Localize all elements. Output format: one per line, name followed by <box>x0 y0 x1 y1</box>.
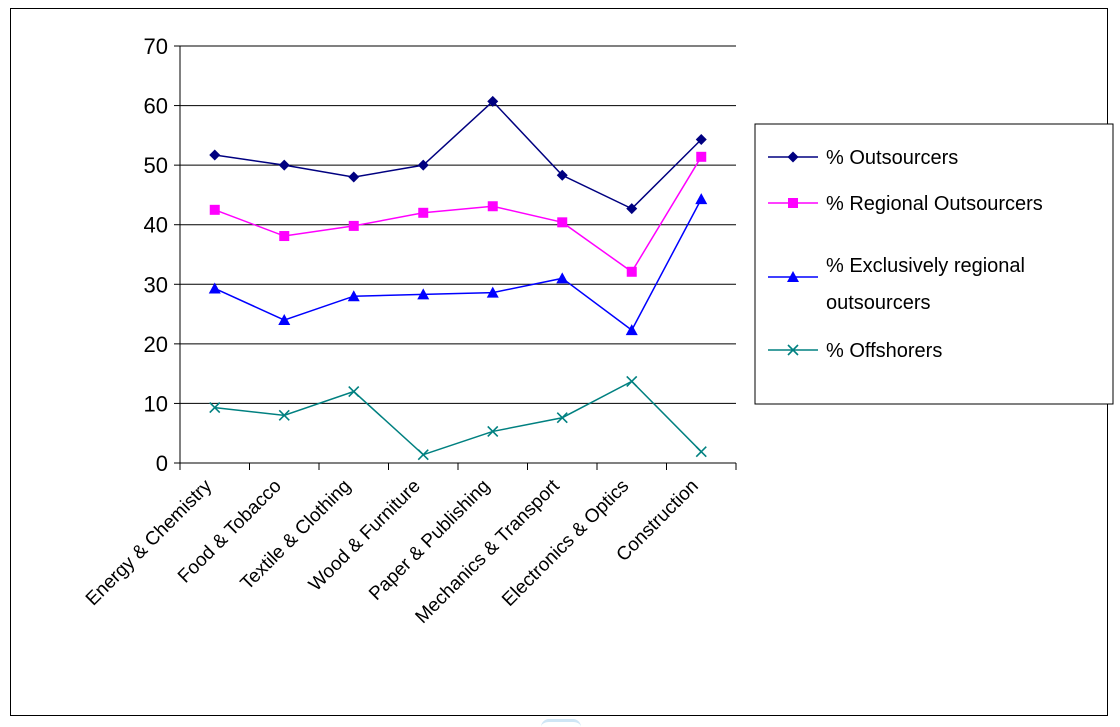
data-point <box>279 231 290 242</box>
y-tick-label: 0 <box>156 451 168 476</box>
data-point <box>556 412 568 424</box>
legend-label: % Outsourcers <box>826 147 958 169</box>
data-point-stroke <box>348 385 360 398</box>
data-point <box>695 446 707 458</box>
data-point <box>626 375 638 387</box>
legend-item: % Outsourcers <box>768 147 958 169</box>
data-point-stroke <box>417 449 429 461</box>
legend-label: % Exclusively regional outsourcers <box>826 255 1025 314</box>
data-point-stroke <box>695 446 707 458</box>
data-point <box>209 204 220 215</box>
data-point <box>348 385 360 398</box>
data-point <box>557 217 568 228</box>
series-group <box>208 193 708 336</box>
legend-label-line: % Exclusively regional <box>826 255 1025 277</box>
data-point <box>278 409 290 421</box>
series-line <box>214 198 702 332</box>
data-point <box>556 169 568 181</box>
data-point <box>788 198 798 208</box>
series-lines <box>208 95 708 461</box>
series-line <box>214 380 702 456</box>
data-point <box>787 151 799 163</box>
legend: % Outsourcers % Regional Outsourcers % Exc… <box>754 123 1114 405</box>
data-point <box>487 201 498 212</box>
data-point <box>417 449 429 461</box>
y-tick-label: 70 <box>144 34 168 59</box>
data-point <box>626 266 637 277</box>
axes <box>174 45 737 470</box>
data-point <box>625 324 638 336</box>
data-point-stroke <box>209 402 221 414</box>
legend-label: % Regional Outsourcers <box>826 193 1043 215</box>
data-point <box>695 134 707 146</box>
data-point <box>348 171 360 183</box>
y-tick-label: 60 <box>144 94 168 119</box>
legend-item: % Offshorers <box>768 340 942 362</box>
data-point <box>347 290 360 302</box>
y-tick-label: 10 <box>144 391 168 416</box>
data-point <box>626 203 638 215</box>
data-point <box>695 193 708 205</box>
y-tick-labels: 0 10 20 30 40 50 60 70 <box>144 34 168 476</box>
data-point <box>556 272 569 284</box>
legend-item: % Regional Outsourcers <box>768 193 1043 215</box>
data-point <box>209 149 221 161</box>
scroll-artifact <box>541 719 581 727</box>
data-point <box>209 402 221 414</box>
y-tick-label: 40 <box>144 213 168 238</box>
legend-item: % Exclusively regional outsourcers <box>768 255 1025 314</box>
data-point <box>487 95 499 107</box>
series-group <box>209 151 707 277</box>
data-point <box>278 314 291 326</box>
x-tick-label: Electronics & Optics <box>498 476 633 611</box>
series-line <box>214 100 702 210</box>
data-point-stroke <box>278 409 290 421</box>
data-point <box>208 282 221 294</box>
data-point <box>418 207 429 218</box>
data-point-stroke <box>487 425 499 437</box>
series-group <box>209 95 707 215</box>
data-point <box>417 159 429 171</box>
y-tick-label: 50 <box>144 153 168 178</box>
data-point <box>787 271 799 282</box>
data-point <box>486 286 499 298</box>
legend-box <box>754 123 1114 405</box>
y-tick-label: 30 <box>144 272 168 297</box>
data-point-stroke <box>626 375 638 387</box>
data-point <box>487 425 499 437</box>
series-line <box>214 156 702 273</box>
data-point-stroke <box>556 412 568 424</box>
grid-lines <box>180 45 736 404</box>
data-point <box>417 288 430 300</box>
legend-label-line: outsourcers <box>826 292 931 314</box>
y-tick-label: 20 <box>144 332 168 357</box>
data-point <box>278 159 290 171</box>
series-group <box>209 375 707 461</box>
data-point <box>787 344 799 356</box>
data-point <box>348 220 359 231</box>
data-point <box>696 151 707 162</box>
x-tick-label: Paper & Publishing <box>365 476 494 605</box>
legend-label: % Offshorers <box>826 340 942 362</box>
data-point-stroke <box>787 344 799 356</box>
x-tick-label: Energy & Chemistry <box>82 475 217 610</box>
